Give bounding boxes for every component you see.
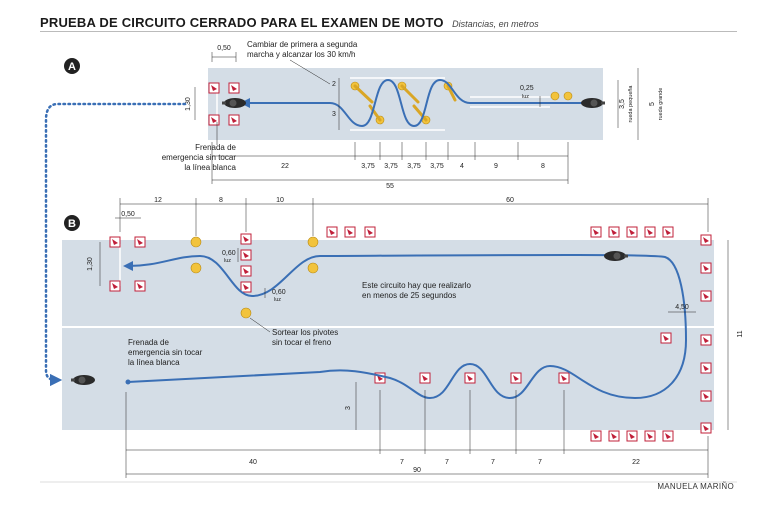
dim-a-2: 2 (332, 81, 336, 88)
dim-b-11: 11 (737, 330, 744, 337)
dim-a-375: 3,75 (407, 163, 421, 170)
note-brake-a-1: Frenada de (195, 143, 236, 152)
dim-b-7: 7 (400, 459, 404, 466)
note-brake-a-2: emergencia sin tocar (162, 153, 237, 162)
dim-b-luz-a: luz (224, 258, 231, 264)
section-b: B Este circuito (62, 197, 744, 478)
note-time-2: en menos de 25 segundos (362, 291, 456, 300)
label-rueda-pequena: rueda pequeña (628, 85, 634, 123)
dim-a-025: 0,25 (520, 85, 534, 92)
section-a: A (64, 40, 664, 190)
cone (228, 82, 240, 94)
cone (208, 114, 220, 126)
note-gear: Cambiar de primera a segunda (247, 40, 358, 49)
route-a (240, 78, 590, 128)
label-rueda-grande: rueda grande (658, 88, 664, 121)
dim-b-22: 22 (632, 459, 640, 466)
dim-a-375: 3,75 (361, 163, 375, 170)
badge-b-label: B (68, 218, 76, 230)
note-pivots-2: sin tocar el freno (272, 338, 332, 347)
track-b (62, 240, 714, 430)
dim-b-60: 60 (506, 197, 514, 204)
dim-a-3: 3 (332, 111, 336, 118)
dim-b-060a: 0,60 (222, 250, 236, 257)
dim-b-450: 4,50 (675, 304, 689, 311)
dim-b-050: 0,50 (121, 211, 135, 218)
title-divider (40, 31, 737, 32)
dim-a-375: 3,75 (430, 163, 444, 170)
dim-b-130: 1,30 (87, 257, 94, 271)
dim-a-8: 8 (541, 163, 545, 170)
dim-a-35: 3,5 (619, 99, 626, 109)
dim-a-5: 5 (649, 102, 656, 106)
note-brake-b-2: emergencia sin tocar (128, 348, 203, 357)
note-pivots-1: Sortear los pivotes (272, 328, 338, 337)
dim-b-7: 7 (538, 459, 542, 466)
note-time-1: Este circuito hay que realizarlo (362, 281, 471, 290)
author-credit: MANUELA MARIÑO (657, 482, 734, 491)
dim-a-9: 9 (494, 163, 498, 170)
header: PRUEBA DE CIRCUITO CERRADO PARA EL EXAME… (40, 14, 539, 32)
page-title: PRUEBA DE CIRCUITO CERRADO PARA EL EXAME… (40, 15, 444, 30)
dim-b-3: 3 (345, 406, 352, 410)
dim-b-10: 10 (276, 197, 284, 204)
dim-a-55: 55 (386, 183, 394, 190)
dim-a-4: 4 (460, 163, 464, 170)
dim-b-90: 90 (413, 467, 421, 474)
badge-b (64, 215, 80, 231)
page-subtitle: Distancias, en metros (452, 19, 539, 29)
dim-a-130: 1,30 (185, 97, 192, 111)
note-brake-b-1: Frenada de (128, 338, 169, 347)
dim-b-7: 7 (491, 459, 495, 466)
note-brake-a-3: la línea blanca (184, 163, 236, 172)
route-b (123, 254, 688, 400)
dim-b-luz-b: luz (274, 297, 281, 303)
dim-b-8: 8 (219, 197, 223, 204)
cone (228, 114, 240, 126)
dim-a-22: 22 (281, 163, 289, 170)
dim-a-050: 0,50 (217, 45, 231, 52)
cone (208, 82, 220, 94)
dim-a-375: 3,75 (384, 163, 398, 170)
connector-a-b (44, 102, 187, 387)
note-brake-b-3: la línea blanca (128, 358, 180, 367)
badge-a (64, 58, 80, 74)
dim-b-7: 7 (445, 459, 449, 466)
badge-a-label: A (68, 61, 76, 73)
dim-a-luz: luz (522, 94, 529, 100)
dim-b-12: 12 (154, 197, 162, 204)
dim-b-060b: 0,60 (272, 289, 286, 296)
dim-b-40: 40 (249, 459, 257, 466)
note-speed: marcha y alcanzar los 30 km/h (247, 50, 356, 59)
